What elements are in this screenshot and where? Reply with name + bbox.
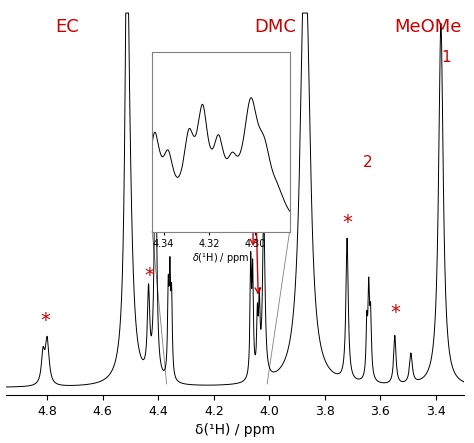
Text: MeOMe: MeOMe (394, 18, 461, 36)
Text: DMC: DMC (254, 18, 296, 36)
Text: *: * (144, 266, 154, 285)
Text: 2: 2 (364, 155, 373, 170)
Text: *: * (259, 183, 269, 202)
Text: 5: 5 (165, 170, 175, 185)
Text: EC: EC (55, 18, 79, 36)
Text: 4: 4 (247, 103, 256, 118)
Text: *: * (390, 303, 400, 322)
Text: *: * (342, 214, 352, 232)
Text: *: * (40, 311, 50, 330)
Text: 6: 6 (154, 87, 163, 102)
X-axis label: δ(¹H) / ppm: δ(¹H) / ppm (195, 424, 274, 437)
Text: 3: 3 (254, 122, 264, 137)
Text: 1: 1 (441, 50, 450, 65)
